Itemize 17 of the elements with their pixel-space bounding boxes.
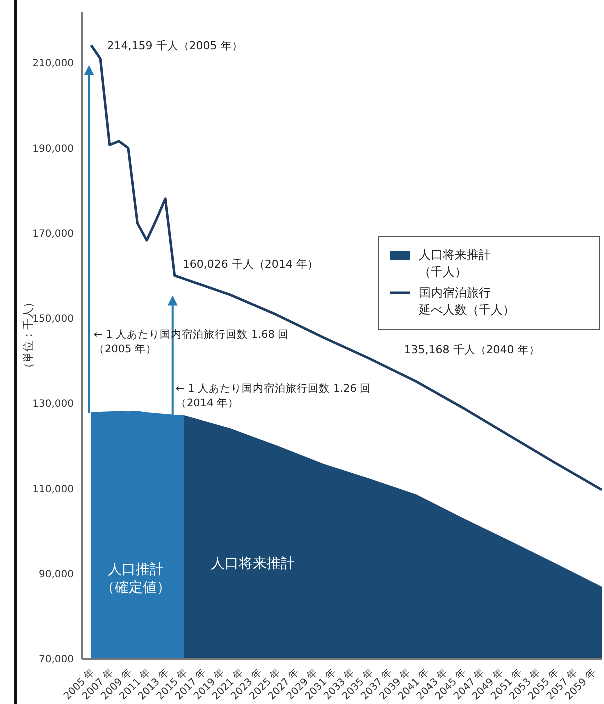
y-tick-label: 190,000 <box>32 144 74 155</box>
annotation: 214,159 千人（2005 年） <box>107 39 243 52</box>
annotation: 135,168 千人（2040 年） <box>404 344 540 357</box>
annotation: ← 1 人あたり国内宿泊旅行回数 1.26 回（2014 年） <box>176 382 372 410</box>
annotation: 160,026 千人（2014 年） <box>182 258 318 271</box>
legend-label: 人口将来推計（千人） <box>419 247 491 281</box>
annotation: 人口将来推計 <box>211 556 295 572</box>
annotation: 人口推計（確定値） <box>101 562 171 596</box>
y-tick-label: 90,000 <box>39 569 74 580</box>
y-tick-label: 170,000 <box>32 228 74 240</box>
legend-label: 国内宿泊旅行延べ人数（千人） <box>419 285 515 319</box>
y-tick-label: 70,000 <box>39 654 74 666</box>
y-tick-label: 210,000 <box>32 58 74 70</box>
y-axis-title: （単位：千人） <box>22 297 35 374</box>
y-tick-label: 130,000 <box>32 399 74 410</box>
y-tick-label: 110,000 <box>32 484 74 496</box>
y-tick-label: 150,000 <box>32 314 74 326</box>
